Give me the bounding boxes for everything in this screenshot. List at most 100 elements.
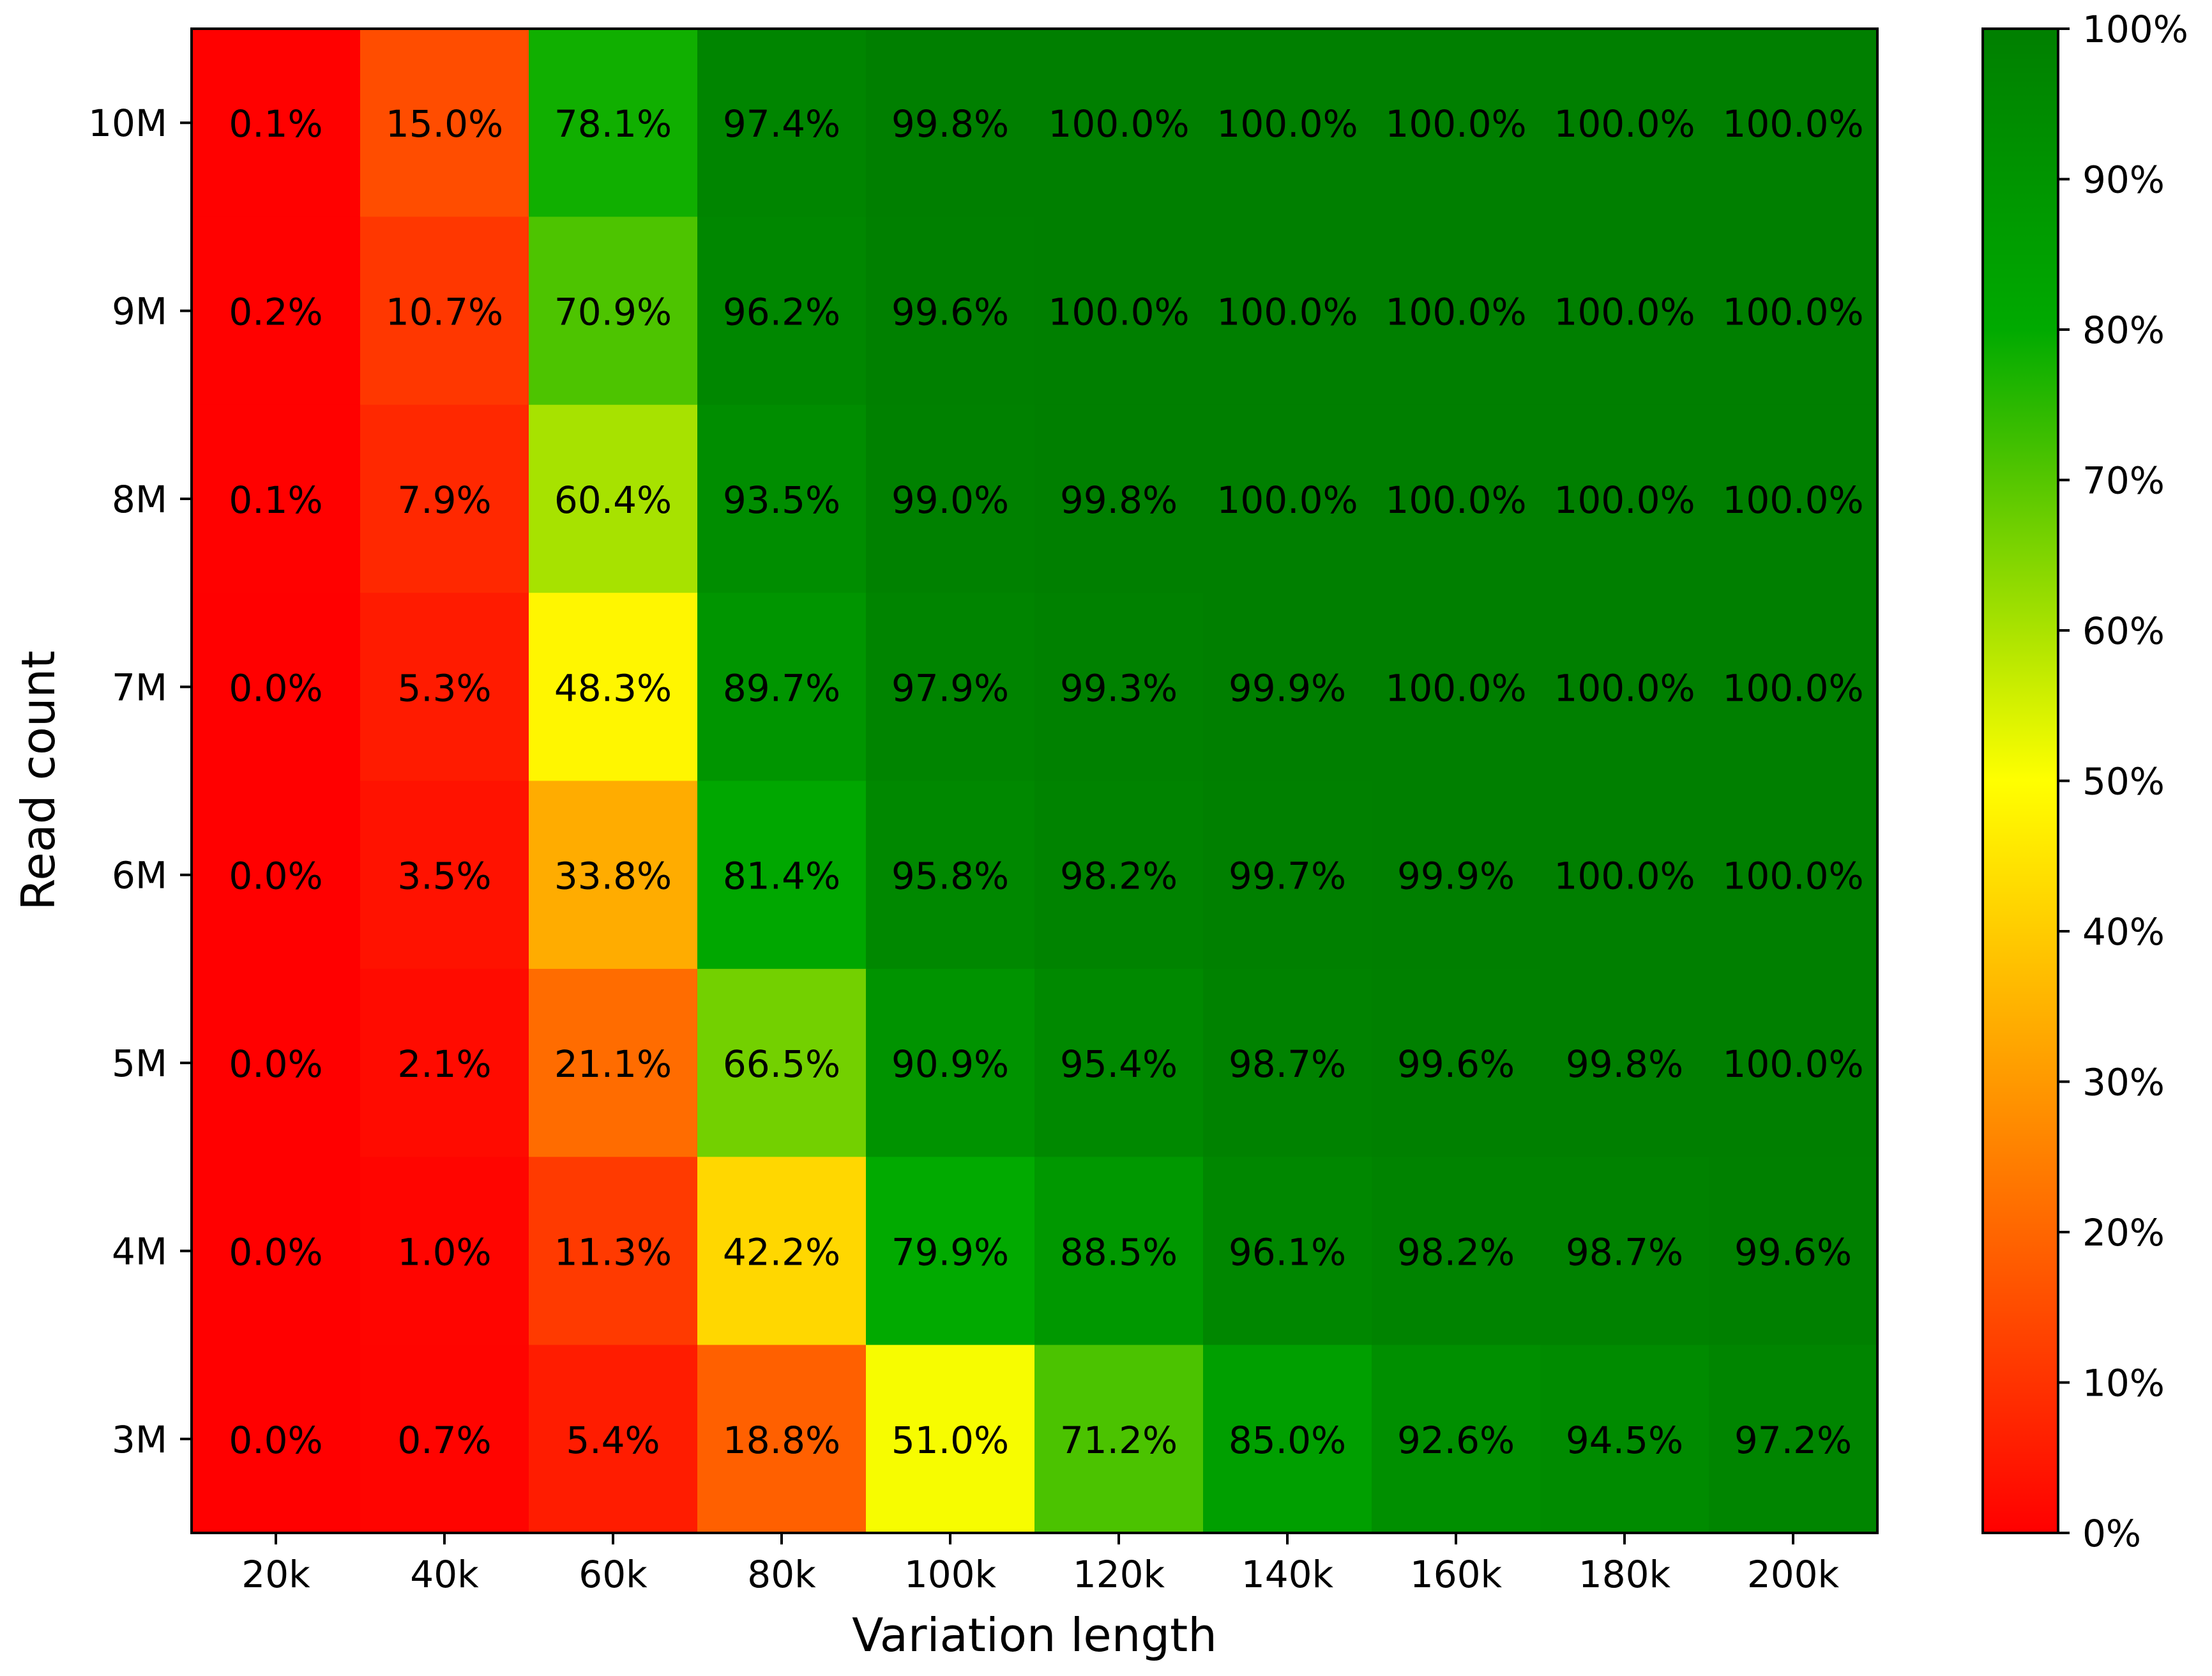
heatmap-cell <box>1203 1345 1372 1534</box>
cell-value-label: 99.3% <box>1060 666 1178 710</box>
heatmap-cell <box>866 968 1035 1157</box>
heatmap-cell <box>1709 968 1878 1157</box>
cell-value-label: 100.0% <box>1554 291 1695 334</box>
heatmap-cell <box>192 593 361 781</box>
heatmap-cell <box>360 968 529 1157</box>
colorbar-tick-label: 60% <box>2082 609 2165 653</box>
cell-value-label: 95.4% <box>1060 1042 1178 1086</box>
colorbar-tick-label: 70% <box>2082 459 2165 503</box>
heatmap-cell <box>1203 1157 1372 1346</box>
cell-value-label: 1.0% <box>397 1230 491 1274</box>
heatmap-cell <box>1203 968 1372 1157</box>
cell-value-label: 0.1% <box>229 478 322 522</box>
cell-value-label: 0.7% <box>397 1419 491 1462</box>
cell-value-label: 100.0% <box>1554 855 1695 898</box>
heatmap-cell <box>1034 1345 1204 1534</box>
heatmap-cell <box>1203 404 1372 593</box>
heatmap-cell <box>1709 1345 1878 1534</box>
cell-value-label: 60.4% <box>554 478 672 522</box>
cell-value-label: 100.0% <box>1554 478 1695 522</box>
cell-value-label: 100.0% <box>1385 102 1526 146</box>
x-tick-label: 160k <box>1410 1553 1503 1596</box>
heatmap-cell <box>192 781 361 970</box>
heatmap-cell <box>1540 1345 1709 1534</box>
heatmap-cell <box>1034 404 1204 593</box>
heatmap-cell-labels: 0.1% 15.0% 78.1% 97.4% 99.8% 100.0% 100.0% 100.… <box>229 102 1863 1462</box>
cell-value-label: 98.2% <box>1060 855 1178 898</box>
x-tick-label: 60k <box>579 1553 648 1596</box>
cell-value-label: 0.1% <box>229 102 322 146</box>
y-tick-label: 6M <box>112 854 167 897</box>
heatmap-cell <box>697 781 867 970</box>
heatmap-cell <box>1203 781 1372 970</box>
heatmap-cell <box>1709 217 1878 406</box>
cell-value-label: 94.5% <box>1566 1419 1683 1462</box>
cell-value-label: 81.4% <box>723 855 840 898</box>
heatmap-cell <box>1372 217 1541 406</box>
heatmap-cell <box>866 593 1035 781</box>
cell-value-label: 100.0% <box>1722 666 1863 710</box>
heatmap-cell <box>1709 1157 1878 1346</box>
colorbar <box>1981 27 2059 1534</box>
cell-value-label: 33.8% <box>554 855 672 898</box>
cell-value-label: 85.0% <box>1229 1419 1346 1462</box>
heatmap-cell <box>529 1345 698 1534</box>
cell-value-label: 98.7% <box>1566 1230 1683 1274</box>
colorbar-tick-label: 10% <box>2082 1362 2165 1405</box>
colorbar-tick-label: 90% <box>2082 158 2165 202</box>
cell-value-label: 100.0% <box>1216 102 1358 146</box>
heatmap-cell <box>1372 781 1541 970</box>
heatmap-cell <box>1372 404 1541 593</box>
heatmap-cell <box>697 1345 867 1534</box>
heatmap-cell <box>697 968 867 1157</box>
heatmap-cell <box>529 781 698 970</box>
heatmap-cell <box>192 404 361 593</box>
cell-value-label: 5.3% <box>397 666 491 710</box>
heatmap-cell <box>360 29 529 217</box>
cell-value-label: 11.3% <box>554 1230 672 1274</box>
cell-value-label: 100.0% <box>1722 102 1863 146</box>
cell-value-label: 99.6% <box>1734 1230 1852 1274</box>
y-axis-label: Read count <box>11 651 65 911</box>
heatmap-cell <box>360 1157 529 1346</box>
cell-value-label: 100.0% <box>1722 291 1863 334</box>
heatmap-cell <box>866 29 1035 217</box>
heatmap-cell <box>1034 1157 1204 1346</box>
cell-value-label: 99.6% <box>891 291 1009 334</box>
heatmap-cell <box>866 1345 1035 1534</box>
cell-value-label: 88.5% <box>1060 1230 1178 1274</box>
heatmap-cell <box>360 404 529 593</box>
cell-value-label: 79.9% <box>891 1230 1009 1274</box>
heatmap-cell <box>1540 29 1709 217</box>
cell-value-label: 0.0% <box>229 1042 322 1086</box>
y-tick-label: 9M <box>112 290 167 333</box>
cell-value-label: 42.2% <box>723 1230 840 1274</box>
cell-value-label: 0.2% <box>229 291 322 334</box>
cell-value-label: 97.4% <box>723 102 840 146</box>
cell-value-label: 5.4% <box>566 1419 660 1462</box>
heatmap-cell <box>697 1157 867 1346</box>
cell-value-label: 0.0% <box>229 855 322 898</box>
heatmap-cell <box>1034 217 1204 406</box>
cell-value-label: 99.8% <box>891 102 1009 146</box>
cell-value-label: 0.0% <box>229 666 322 710</box>
y-axis: 10M 9M 8M 7M 6M 5M 4M 3M <box>88 102 192 1461</box>
cell-value-label: 89.7% <box>723 666 840 710</box>
cell-value-label: 71.2% <box>1060 1419 1178 1462</box>
cell-value-label: 70.9% <box>554 291 672 334</box>
cell-value-label: 100.0% <box>1048 102 1189 146</box>
heatmap-cell <box>1540 593 1709 781</box>
cell-value-label: 96.1% <box>1229 1230 1346 1274</box>
x-axis: 20k 40k 60k 80k 100k 120k 140k 160k 180k 200k <box>241 1533 1840 1596</box>
cell-value-label: 100.0% <box>1554 666 1695 710</box>
heatmap-cell <box>866 781 1035 970</box>
heatmap-cell <box>360 217 529 406</box>
cell-value-label: 95.8% <box>891 855 1009 898</box>
cell-value-label: 99.7% <box>1229 855 1346 898</box>
heatmap-cell <box>1709 404 1878 593</box>
x-axis-label: Variation length <box>852 1608 1217 1662</box>
cell-value-label: 100.0% <box>1216 478 1358 522</box>
heatmap-cell <box>866 217 1035 406</box>
colorbar-tick-label: 40% <box>2082 910 2165 954</box>
heatmap-cell <box>360 1345 529 1534</box>
